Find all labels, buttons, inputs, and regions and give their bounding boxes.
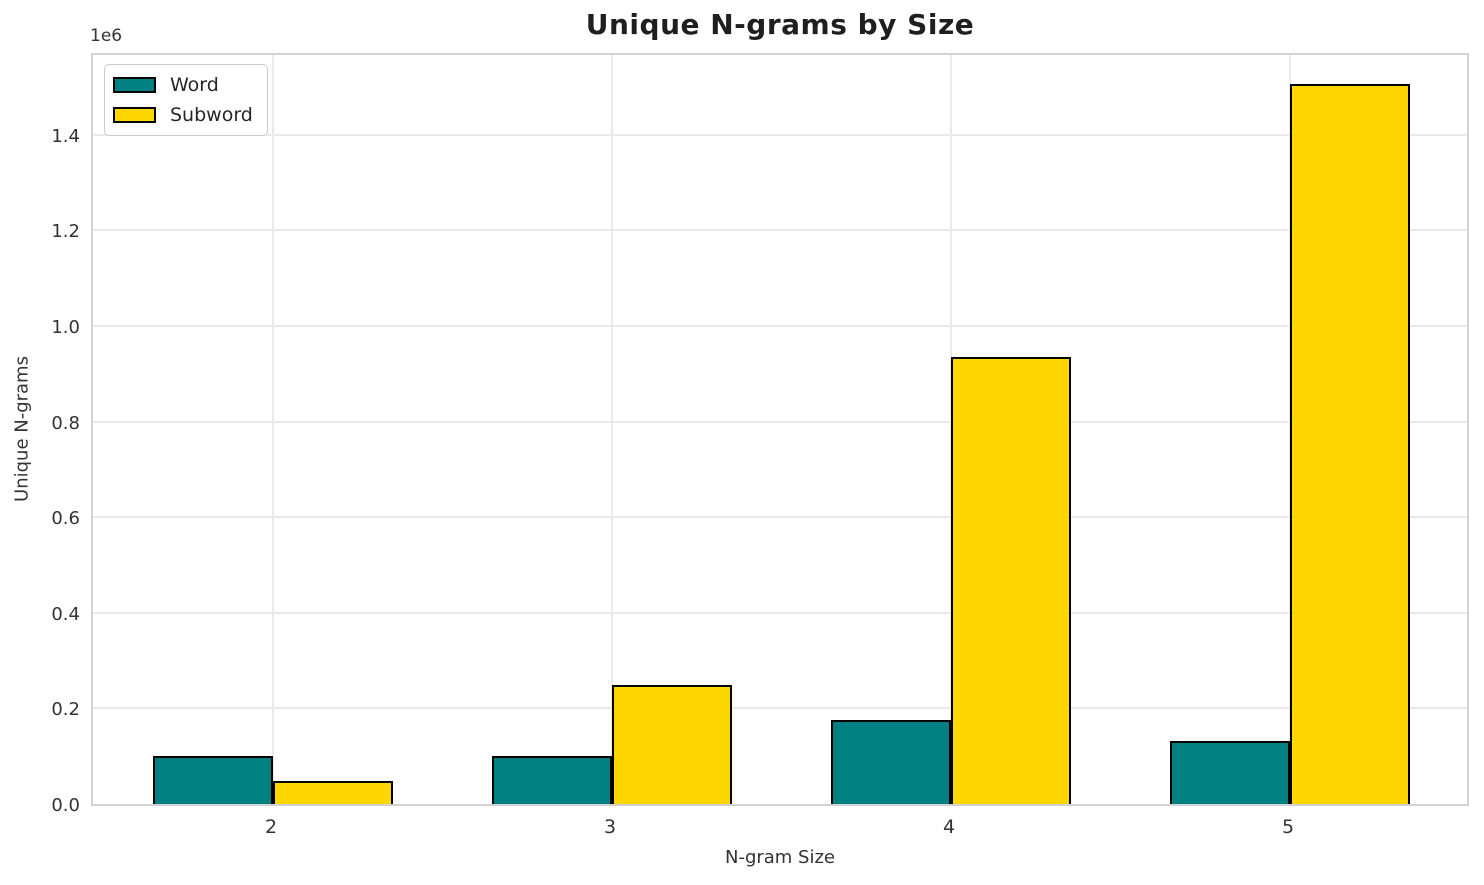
subword-swatch-icon bbox=[113, 107, 156, 123]
gridline-horizontal bbox=[93, 611, 1467, 614]
y-tick-label: 1.4 bbox=[51, 125, 80, 147]
gridline-horizontal bbox=[93, 324, 1467, 327]
legend-label-word: Word bbox=[170, 74, 219, 96]
y-tick-label: 0.8 bbox=[51, 412, 80, 434]
gridline-horizontal bbox=[93, 516, 1467, 519]
y-tick-label: 0.2 bbox=[51, 699, 80, 721]
gridline-horizontal bbox=[93, 707, 1467, 710]
y-tick-label: 1.0 bbox=[51, 316, 80, 338]
gridline-vertical bbox=[272, 55, 274, 804]
gridline-vertical bbox=[611, 55, 613, 804]
gridline-horizontal bbox=[93, 229, 1467, 232]
x-tick-label: 4 bbox=[942, 816, 956, 838]
y-tick-label: 1.2 bbox=[51, 221, 80, 243]
y-tick-label: 0.6 bbox=[51, 508, 80, 530]
bar-subword-5 bbox=[1290, 84, 1410, 804]
bar-word-5 bbox=[1170, 741, 1290, 804]
chart-title: Unique N-grams by Size bbox=[585, 8, 975, 41]
x-tick-label: 3 bbox=[603, 816, 617, 838]
y-tick-label: 0.0 bbox=[51, 795, 80, 816]
y-tick-label: 0.4 bbox=[51, 603, 80, 625]
y-axis-offset-text: 1e6 bbox=[90, 26, 123, 46]
bar-subword-4 bbox=[951, 357, 1071, 804]
gridline-horizontal bbox=[93, 133, 1467, 136]
legend-item-subword: Subword bbox=[113, 104, 253, 126]
legend: Word Subword bbox=[104, 64, 268, 136]
bar-subword-2 bbox=[273, 781, 393, 804]
bar-subword-3 bbox=[612, 685, 732, 804]
x-tick-label: 5 bbox=[1281, 816, 1295, 838]
plot-area: Word Subword bbox=[91, 53, 1469, 806]
legend-label-subword: Subword bbox=[170, 104, 253, 126]
y-axis-label: Unique N-grams bbox=[11, 356, 33, 502]
x-axis-label: N-gram Size bbox=[724, 847, 836, 868]
gridline-horizontal bbox=[93, 420, 1467, 423]
bar-word-4 bbox=[831, 720, 951, 804]
bar-word-3 bbox=[492, 756, 612, 804]
bar-word-2 bbox=[153, 756, 273, 804]
x-tick-label: 2 bbox=[264, 816, 278, 838]
word-swatch-icon bbox=[113, 77, 156, 93]
legend-item-word: Word bbox=[113, 74, 253, 96]
